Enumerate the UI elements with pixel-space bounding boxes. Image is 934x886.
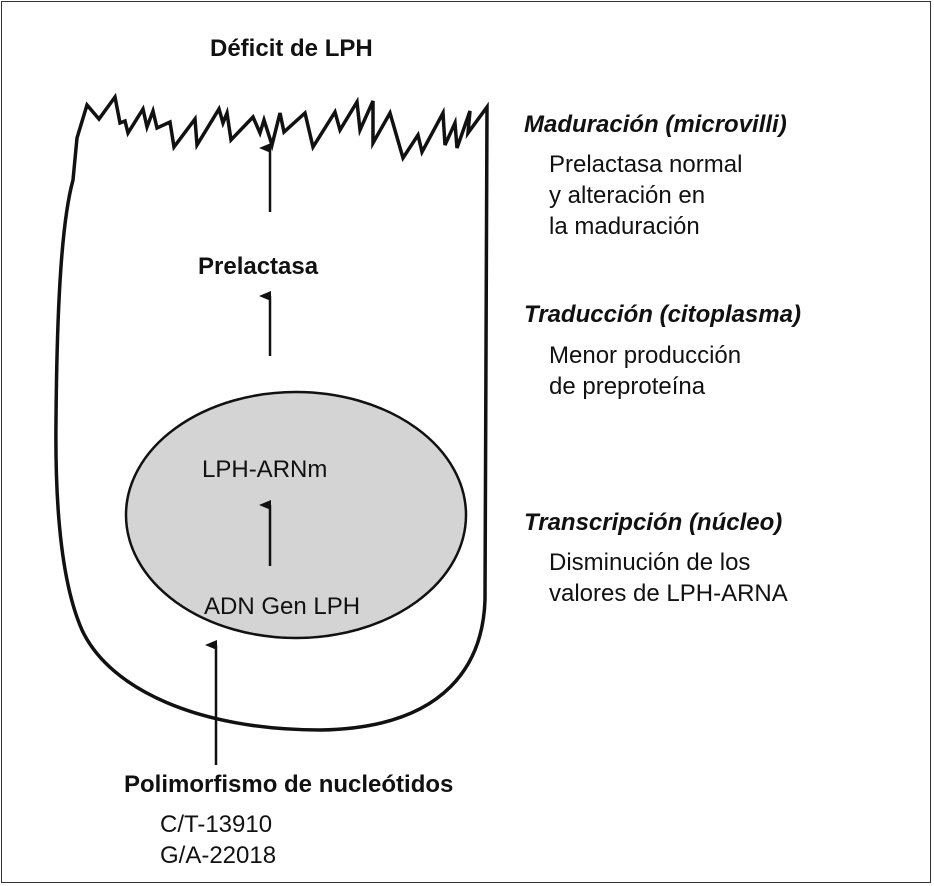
nucleus <box>124 390 468 640</box>
dna-label: ADN Gen LPH <box>204 593 361 620</box>
diagram-title: Déficit de LPH <box>210 35 373 62</box>
stage-text: Menor producción <box>549 342 742 369</box>
polymorphism-heading: Polimorfismo de nucleótidos <box>124 771 454 798</box>
prelactase-label: Prelactasa <box>198 253 319 280</box>
stage-text: la maduración <box>549 213 700 240</box>
variant: G/A-22018 <box>160 842 277 869</box>
stage-heading: Traducción (citoplasma) <box>524 301 801 328</box>
cell-membrane <box>54 92 489 732</box>
stage-text: de preproteína <box>549 373 706 400</box>
stage-heading: Maduración (microvilli) <box>524 111 787 138</box>
stage-text: Disminución de los <box>549 549 751 576</box>
mrna-label: LPH-ARNm <box>202 456 328 483</box>
variant: C/T-13910 <box>160 811 273 838</box>
stage-text: valores de LPH-ARNA <box>549 580 788 607</box>
stage-text: y alteración en <box>549 182 706 209</box>
stage-heading: Transcripción (núcleo) <box>524 509 783 536</box>
stage-text: Prelactasa normal <box>549 151 743 178</box>
